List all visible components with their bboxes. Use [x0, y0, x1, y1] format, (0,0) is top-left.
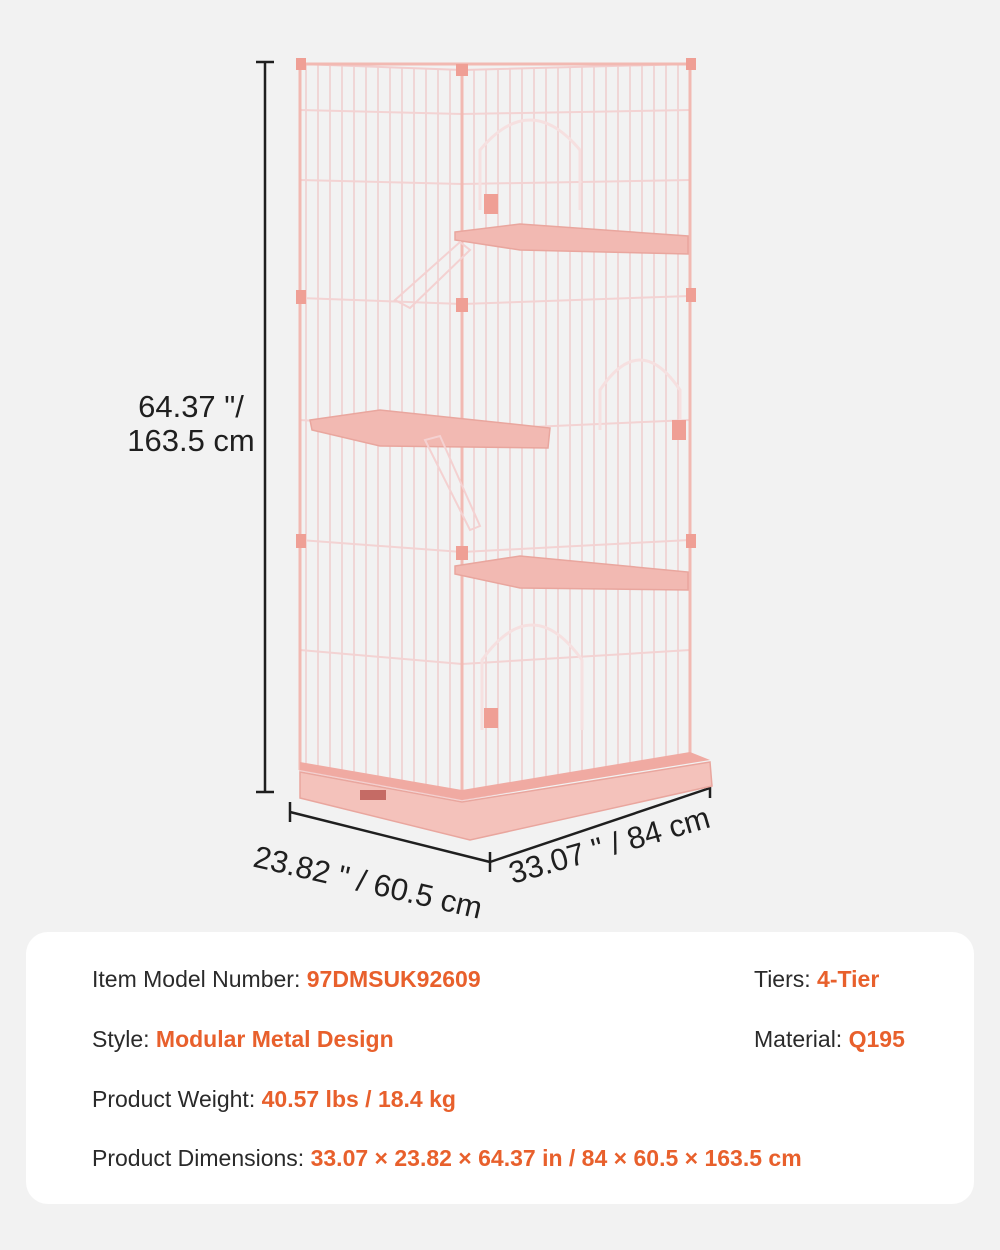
- spec-dimensions: Product Dimensions: 33.07 × 23.82 × 64.3…: [92, 1145, 802, 1172]
- cage-body: [296, 58, 713, 841]
- height-dimension-label: 64.37 "/ 163.5 cm: [96, 390, 286, 458]
- cat-cage-drawing: [256, 58, 713, 872]
- spec-material: Material: Q195: [754, 1026, 905, 1053]
- spec-weight-value: 40.57 lbs / 18.4 kg: [261, 1086, 456, 1112]
- spec-style-label: Style:: [92, 1026, 150, 1052]
- spec-model: Item Model Number: 97DMSUK92609: [92, 966, 481, 993]
- spec-dimensions-label: Product Dimensions:: [92, 1145, 305, 1171]
- height-inches: 64.37 "/: [138, 389, 244, 424]
- spec-style: Style: Modular Metal Design: [92, 1026, 394, 1053]
- spec-material-value: Q195: [848, 1026, 905, 1052]
- spec-model-value: 97DMSUK92609: [306, 966, 481, 992]
- spec-model-label: Item Model Number:: [92, 966, 301, 992]
- spec-tiers-value: 4-Tier: [817, 966, 880, 992]
- spec-weight-label: Product Weight:: [92, 1086, 256, 1112]
- spec-style-value: Modular Metal Design: [155, 1026, 394, 1052]
- spec-tiers-label: Tiers:: [754, 966, 811, 992]
- height-dimension-line: [256, 60, 274, 794]
- base-tray: [299, 752, 713, 841]
- height-cm: 163.5 cm: [127, 423, 255, 458]
- spec-dimensions-value: 33.07 × 23.82 × 64.37 in / 84 × 60.5 × 1…: [310, 1145, 802, 1171]
- spec-tiers: Tiers: 4-Tier: [754, 966, 879, 993]
- spec-material-label: Material:: [754, 1026, 843, 1052]
- spec-card: Item Model Number: 97DMSUK92609 Tiers: 4…: [26, 932, 974, 1204]
- spec-weight: Product Weight: 40.57 lbs / 18.4 kg: [92, 1086, 456, 1113]
- product-illustration: 64.37 "/ 163.5 cm 23.82 " / 60.5 cm 33.0…: [96, 58, 714, 926]
